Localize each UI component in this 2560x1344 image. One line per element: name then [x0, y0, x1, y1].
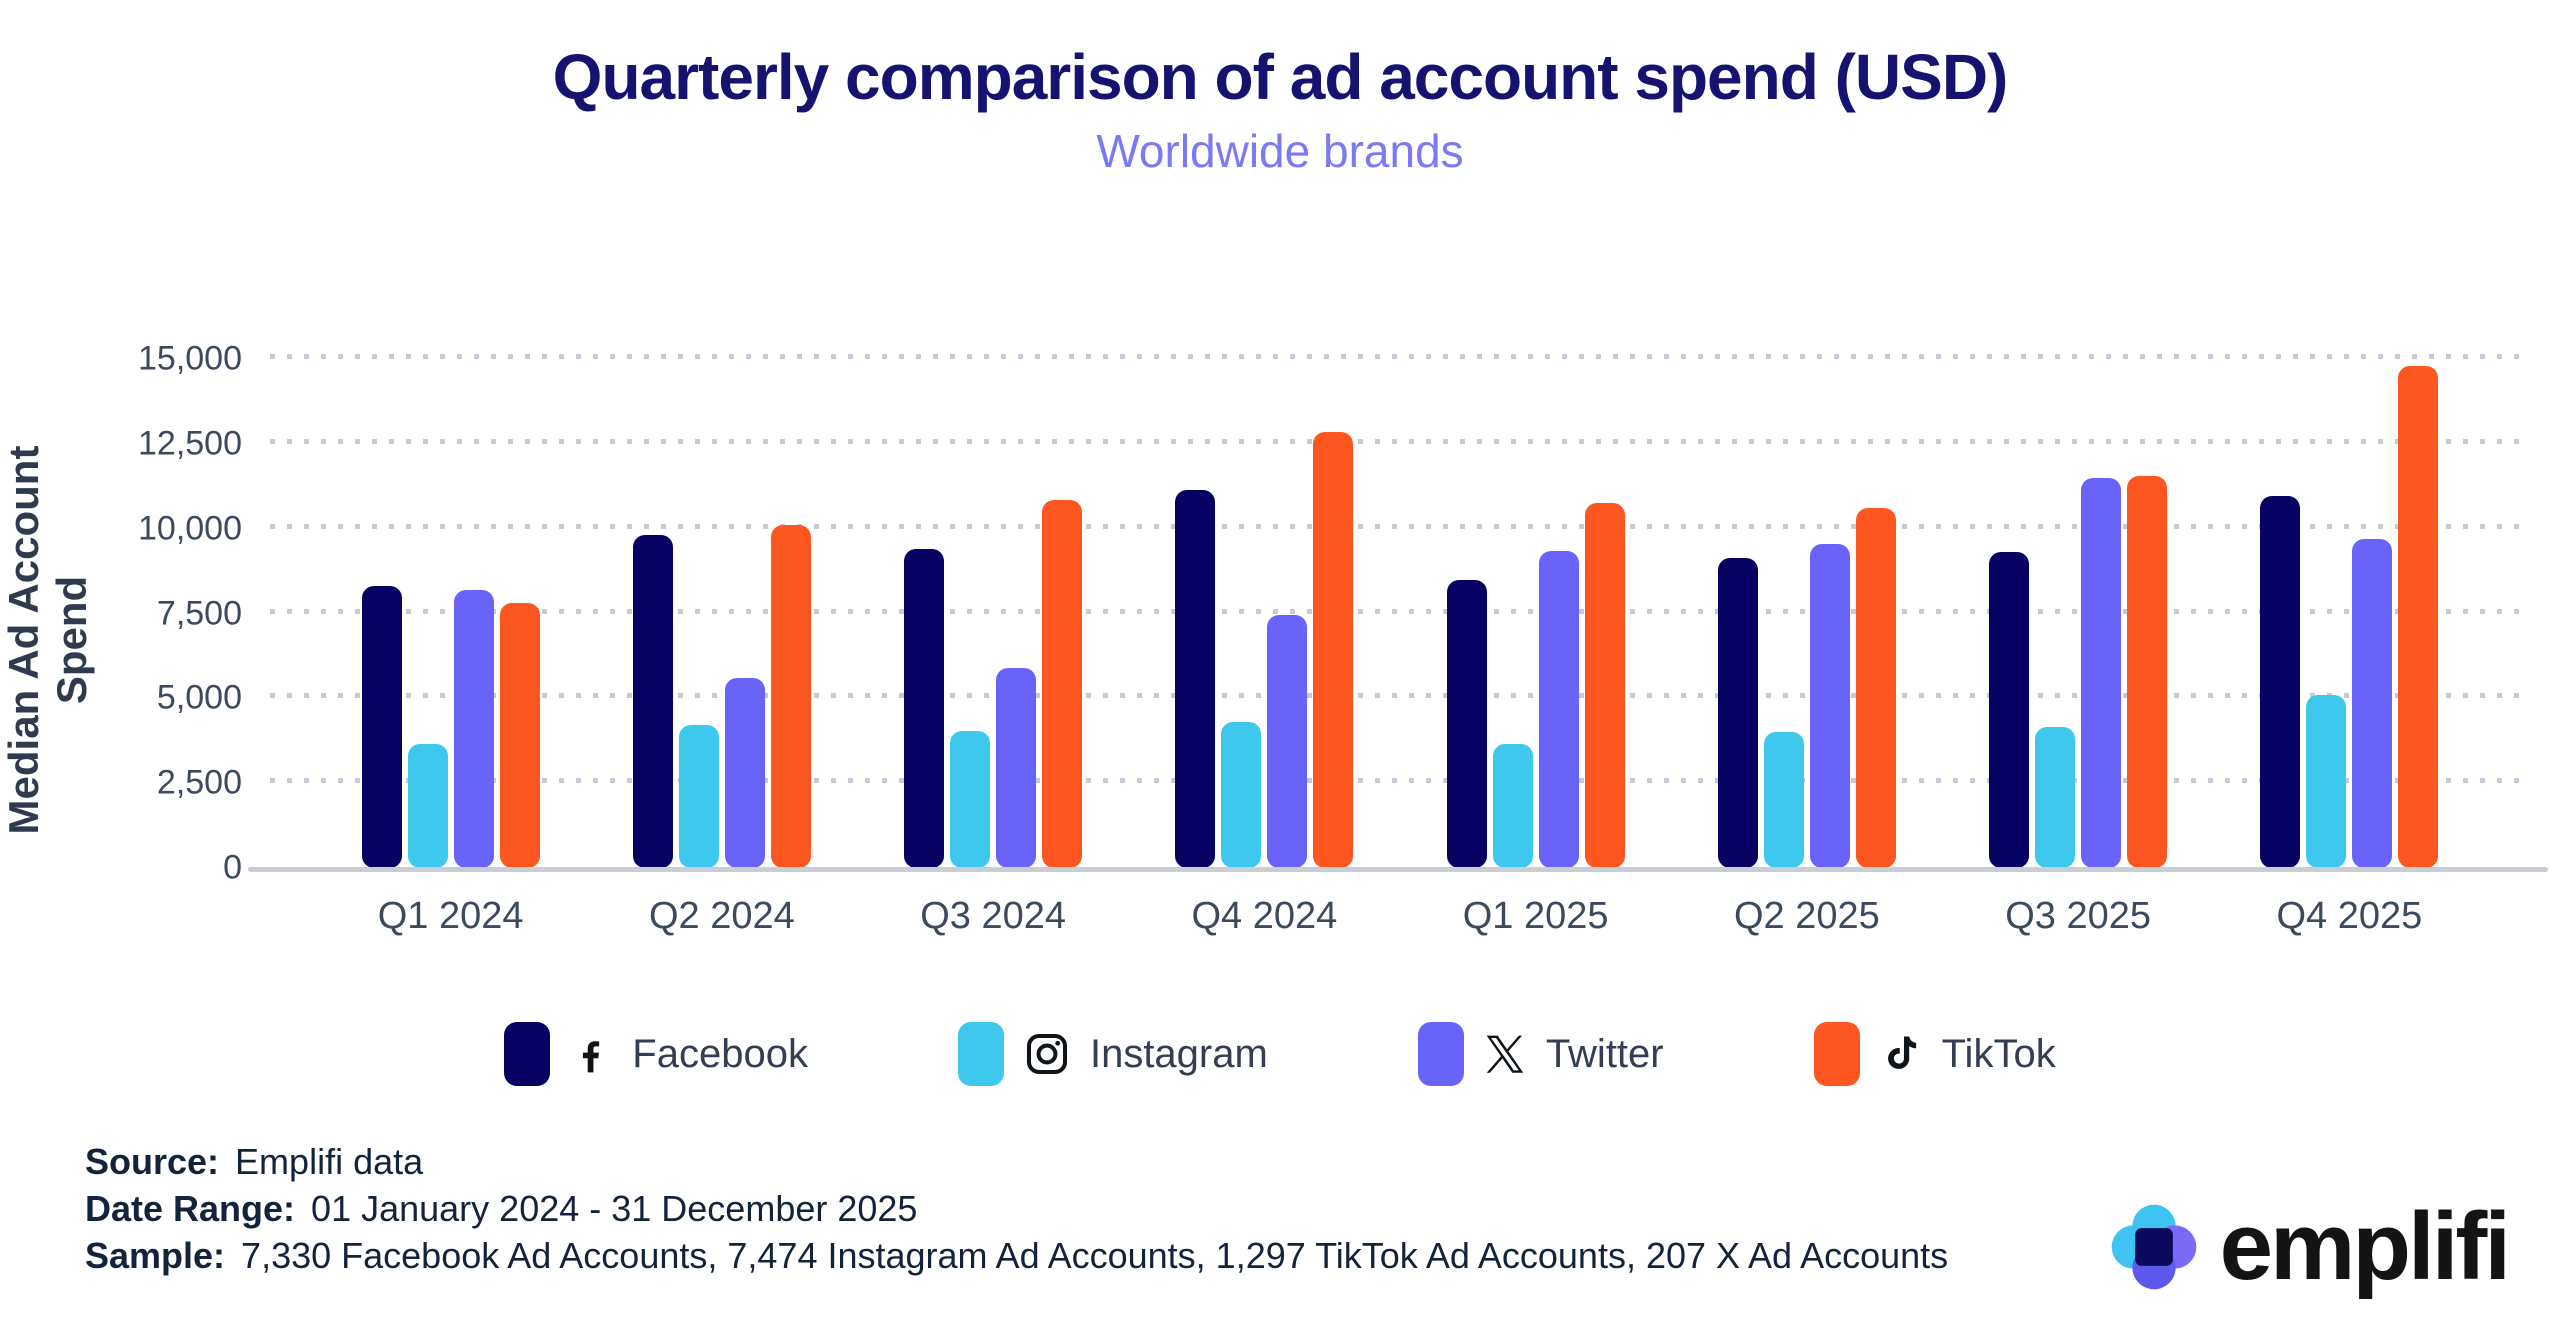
date-range-row: Date Range: 01 January 2024 - 31 December…	[85, 1185, 1948, 1232]
bar-instagram-q2-2025	[1763, 732, 1804, 868]
instagram-icon	[1024, 1031, 1070, 1077]
x-tick-label: Q1 2025	[1462, 895, 1609, 937]
bar-instagram-q3-2024	[950, 730, 991, 868]
bar-group-q1-2024	[315, 359, 586, 868]
bar-instagram-q4-2024	[1221, 722, 1262, 868]
sample-row: Sample: 7,330 Facebook Ad Accounts, 7,474…	[85, 1232, 1948, 1279]
bar-twitter-q3-2024	[996, 667, 1037, 868]
bar-instagram-q1-2024	[407, 744, 448, 868]
chart-title: Quarterly comparison of ad account spend…	[552, 41, 2009, 113]
x-tick-label: Q2 2024	[648, 895, 795, 937]
legend: Facebook Instagram Twitter	[0, 1022, 2560, 1086]
gridline-12500	[270, 438, 2530, 444]
bar-group-q4-2024	[1129, 359, 1400, 868]
bar-twitter-q3-2025	[2081, 477, 2122, 868]
bar-facebook-q1-2024	[361, 586, 402, 868]
x-axis-line	[248, 867, 2548, 872]
bar-group-q4-2025	[2214, 359, 2485, 868]
bar-tiktok-q2-2025	[1855, 508, 1896, 868]
bar-facebook-q2-2025	[1717, 557, 1758, 868]
y-tick-label: 5,000	[156, 678, 242, 717]
legend-swatch-twitter	[1417, 1022, 1464, 1086]
bar-tiktok-q3-2024	[1042, 499, 1083, 868]
twitter-x-icon	[1484, 1033, 1526, 1075]
legend-label-twitter: Twitter	[1545, 1031, 1664, 1076]
x-tick-label: Q3 2025	[2005, 895, 2152, 937]
bar-facebook-q4-2024	[1175, 489, 1216, 868]
y-tick-label: 12,500	[138, 424, 242, 463]
bar-tiktok-q1-2025	[1584, 503, 1625, 868]
emplifi-wordmark: emplifi	[2219, 1193, 2511, 1300]
bar-twitter-q2-2024	[724, 677, 765, 868]
y-tick-label: 15,000	[138, 339, 242, 378]
bar-twitter-q4-2024	[1267, 615, 1308, 868]
bar-twitter-q1-2025	[1538, 550, 1579, 868]
chart-subtitle: Worldwide brands	[1096, 125, 1464, 177]
bar-facebook-q3-2024	[904, 549, 945, 868]
bar-facebook-q3-2025	[1989, 552, 2030, 868]
sample-label: Sample:	[85, 1235, 226, 1276]
bar-instagram-q2-2024	[678, 725, 719, 868]
gridline-5000	[270, 693, 2530, 699]
gridline-15000	[270, 354, 2530, 359]
legend-item-tiktok: TikTok	[1813, 1022, 2056, 1086]
source-value: Emplifi data	[235, 1141, 424, 1182]
emplifi-logo-mark	[2108, 1201, 2200, 1293]
y-tick-label: 0	[223, 848, 242, 887]
bar-instagram-q3-2025	[2035, 727, 2076, 868]
legend-label-facebook: Facebook	[632, 1031, 808, 1076]
bar-group-q2-2024	[586, 359, 857, 868]
y-tick-label: 7,500	[156, 594, 242, 632]
bar-tiktok-q4-2025	[2398, 365, 2439, 868]
legend-item-twitter: Twitter	[1417, 1022, 1664, 1086]
y-tick-label: 2,500	[156, 763, 242, 802]
bar-tiktok-q2-2024	[770, 525, 811, 868]
y-tick-label: 10,000	[138, 509, 242, 548]
bar-group-q3-2024	[858, 359, 1129, 868]
footnotes: Source: Emplifi data Date Range: 01 Januar…	[85, 1138, 1948, 1279]
bar-facebook-q4-2025	[2260, 496, 2301, 868]
bar-tiktok-q1-2024	[499, 603, 540, 868]
legend-item-instagram: Instagram	[957, 1022, 1268, 1086]
bar-group-q2-2025	[1671, 359, 1942, 868]
x-tick-label: Q3 2024	[920, 895, 1067, 937]
bar-groups	[270, 359, 2530, 868]
x-tick-label: Q1 2024	[377, 895, 524, 937]
bar-tiktok-q4-2024	[1313, 431, 1354, 868]
tiktok-icon	[1880, 1033, 1922, 1075]
gridline-10000	[270, 523, 2530, 529]
legend-label-instagram: Instagram	[1089, 1031, 1268, 1076]
y-axis-title: Median Ad Account Spend	[0, 445, 95, 835]
gridline-2500	[270, 778, 2530, 784]
legend-label-tiktok: TikTok	[1941, 1031, 2056, 1076]
bar-twitter-q2-2025	[1809, 543, 1850, 868]
date-range-label: Date Range:	[85, 1188, 296, 1229]
sample-value: 7,330 Facebook Ad Accounts, 7,474 Instag…	[241, 1235, 1949, 1276]
bar-twitter-q4-2025	[2352, 538, 2393, 868]
bar-facebook-q1-2025	[1446, 579, 1487, 868]
bar-facebook-q2-2024	[632, 535, 673, 868]
x-tick-label: Q2 2025	[1733, 895, 1880, 937]
legend-item-facebook: Facebook	[504, 1022, 808, 1086]
x-tick-label: Q4 2024	[1191, 895, 1338, 937]
plot-area: 0 2,500 5,000 7,500 10,000 12,500 15,000	[138, 340, 2548, 887]
bar-group-q3-2025	[1943, 359, 2214, 868]
legend-swatch-instagram	[957, 1022, 1004, 1086]
emplifi-logo: emplifi	[2108, 1192, 2511, 1302]
x-tick-label: Q4 2025	[2276, 895, 2423, 937]
bar-instagram-q4-2025	[2306, 694, 2347, 868]
x-axis-ticks: Q1 2024 Q2 2024 Q3 2024 Q4 2024 Q1 2025 Q2 20…	[270, 895, 2530, 938]
source-row: Source: Emplifi data	[85, 1138, 1948, 1185]
legend-swatch-tiktok	[1813, 1022, 1860, 1086]
date-range-value: 01 January 2024 - 31 December 2025	[311, 1188, 918, 1229]
bar-tiktok-q3-2025	[2127, 476, 2168, 868]
bar-twitter-q1-2024	[453, 589, 494, 868]
bar-instagram-q1-2025	[1492, 744, 1533, 868]
source-label: Source:	[85, 1141, 220, 1182]
gridline-7500	[270, 608, 2530, 614]
facebook-icon	[570, 1033, 612, 1075]
legend-swatch-facebook	[504, 1022, 551, 1086]
bar-group-q1-2025	[1400, 359, 1671, 868]
